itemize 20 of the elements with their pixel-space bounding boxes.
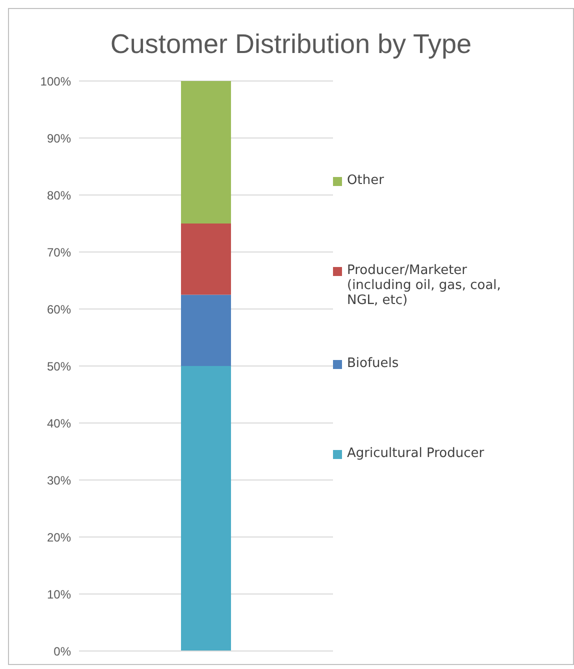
y-tick-label: 10% bbox=[46, 587, 72, 602]
chart-title: Customer Distribution by Type bbox=[109, 28, 473, 61]
legend-label: Biofuels bbox=[347, 356, 400, 371]
bar bbox=[181, 224, 231, 295]
bar bbox=[181, 294, 231, 366]
y-tick-label: 0% bbox=[54, 644, 72, 658]
legend-label: Other bbox=[347, 173, 385, 188]
y-tick-label: 40% bbox=[46, 416, 72, 430]
y-tick-label: 60% bbox=[46, 302, 72, 316]
y-tick-label: 90% bbox=[46, 131, 72, 146]
y-tick-label: 50% bbox=[46, 359, 72, 374]
y-tick-label: 70% bbox=[46, 245, 72, 260]
y-tick-label: 100% bbox=[40, 74, 72, 88]
legend-label: Agricultural Producer bbox=[347, 446, 486, 461]
bar bbox=[181, 81, 231, 224]
y-tick-label: 30% bbox=[46, 473, 72, 488]
bar bbox=[181, 366, 231, 651]
y-tick-label: 20% bbox=[46, 530, 72, 544]
legend-label: Producer/Marketer (including oil, gas, coal, NGL, etc) bbox=[347, 263, 502, 308]
y-tick-label: 80% bbox=[46, 188, 72, 202]
